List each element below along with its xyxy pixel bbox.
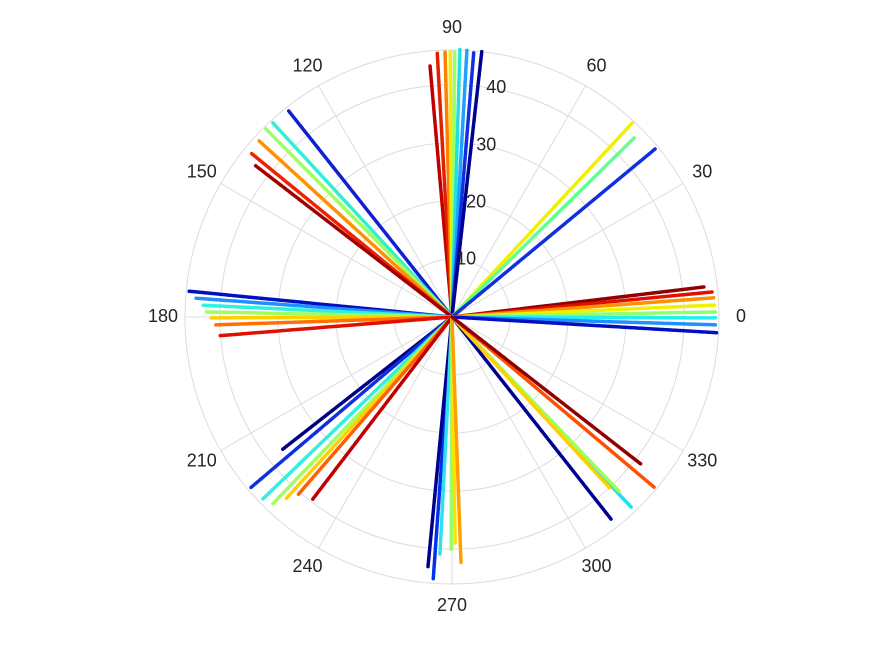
theta-tick-label: 150: [187, 161, 217, 181]
ray: [450, 315, 720, 335]
ray: [450, 121, 634, 319]
ray: [450, 315, 463, 566]
ray: [261, 315, 454, 501]
spoke: [318, 316, 453, 549]
ray: [438, 315, 454, 556]
ray: [257, 139, 454, 319]
theta-tick-label: 60: [586, 55, 606, 75]
r-tick-label: 20: [466, 191, 486, 211]
ray: [426, 315, 454, 569]
spoke: [220, 316, 453, 451]
ray: [450, 315, 643, 467]
ray: [450, 136, 636, 319]
theta-tick-label: 300: [581, 556, 611, 576]
ray: [450, 49, 484, 319]
ray: [450, 315, 613, 521]
theta-tick-label: 30: [692, 161, 712, 181]
theta-tick-label: 210: [187, 450, 217, 470]
spoke: [451, 183, 684, 318]
ray: [296, 315, 454, 496]
ray: [450, 315, 612, 490]
theta-tick-label: 330: [687, 450, 717, 470]
ray: [450, 147, 657, 319]
theta-tick-label: 270: [437, 595, 467, 615]
ray: [286, 109, 454, 319]
theta-tick-label: 240: [292, 556, 322, 576]
theta-tick-label: 90: [442, 17, 462, 37]
spoke: [451, 316, 586, 549]
r-tick-label: 40: [486, 77, 506, 97]
ray: [217, 315, 454, 338]
theta-tick-label: 120: [292, 55, 322, 75]
spoke: [318, 85, 453, 318]
ray: [253, 164, 454, 319]
ray: [310, 315, 454, 501]
r-tick-label: 10: [456, 249, 476, 269]
spoke: [451, 85, 586, 318]
spoke: [220, 183, 453, 318]
ray: [264, 127, 454, 319]
theta-tick-label: 0: [736, 306, 746, 326]
theta-tick-label: 180: [148, 306, 178, 326]
ray: [214, 315, 454, 327]
spoke: [451, 316, 684, 451]
r-tick-label: 30: [476, 134, 496, 154]
ray: [249, 315, 454, 490]
